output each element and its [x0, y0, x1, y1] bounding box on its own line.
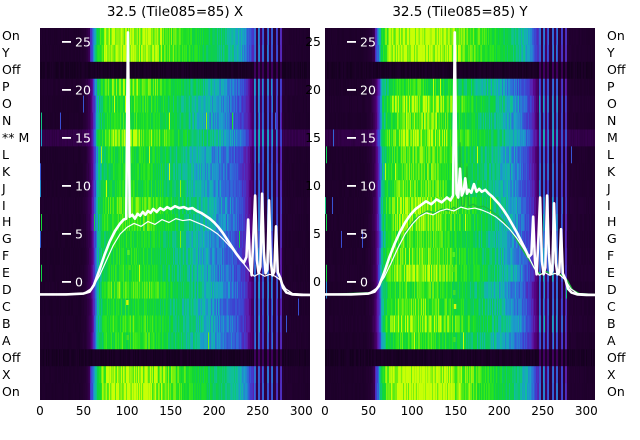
row-label-left: E: [2, 264, 10, 280]
row-label-left: On: [2, 383, 20, 399]
x-tick-label: 200: [202, 404, 226, 418]
row-label-right: X: [607, 366, 616, 382]
row-label-left: D: [2, 281, 12, 297]
x-tick-label: 150: [444, 404, 468, 418]
row-label-right: Off: [607, 349, 626, 365]
row-label-right: I: [607, 197, 611, 213]
row-label-right: Off: [607, 62, 626, 78]
row-label-left: Off: [2, 349, 21, 365]
plot-title-x: 32.5 (Tile085=85) X: [106, 4, 244, 20]
row-label-right: F: [607, 248, 615, 264]
row-label-left: On: [2, 28, 20, 44]
row-label-right: On: [607, 28, 625, 44]
row-label-left: J: [2, 180, 6, 196]
row-label-right: Y: [607, 45, 615, 61]
row-label-left: H: [2, 214, 12, 230]
row-label-left: L: [2, 146, 9, 162]
row-label-left: B: [2, 315, 11, 331]
row-label-left: X: [2, 366, 11, 382]
gap-axis-tick-label: 5: [313, 225, 321, 241]
plot-title-y: 32.5 (Tile085=85) Y: [392, 4, 528, 20]
x-tick-label: 0: [321, 404, 329, 418]
row-label-right: N: [607, 112, 617, 128]
row-label-right: K: [607, 163, 616, 179]
row-label-right: L: [607, 146, 614, 162]
x-tick-label: 200: [487, 404, 511, 418]
heatmap-plot-x: [40, 28, 310, 400]
gap-axis-tick-label: 10: [305, 177, 321, 193]
row-label-left: K: [2, 163, 11, 179]
gap-axis-tick-label: 25: [305, 33, 321, 49]
gap-axis-tick-label: 15: [305, 129, 321, 145]
row-label-right: G: [607, 231, 617, 247]
x-tick-label: 50: [75, 404, 92, 418]
row-label-right: P: [607, 78, 615, 94]
x-tick-label: 100: [400, 404, 424, 418]
row-label-right: E: [607, 264, 615, 280]
row-label-right: C: [607, 298, 616, 314]
row-label-left: Off: [2, 62, 21, 78]
row-label-right: O: [607, 95, 617, 111]
x-tick-label: 0: [36, 404, 44, 418]
row-label-right: A: [607, 332, 616, 348]
heatmap-plot-y: [325, 28, 595, 400]
row-label-left: C: [2, 298, 11, 314]
row-label-left: Y: [2, 45, 10, 61]
row-label-left: I: [2, 197, 6, 213]
x-tick-label: 100: [115, 404, 139, 418]
row-label-right: M: [607, 129, 618, 145]
x-tick-label: 300: [289, 404, 313, 418]
row-label-right: On: [607, 383, 625, 399]
row-label-left: N: [2, 112, 12, 128]
x-tick-label: 300: [574, 404, 598, 418]
x-tick-label: 50: [360, 404, 377, 418]
x-tick-label: 250: [531, 404, 555, 418]
row-label-left: O: [2, 95, 12, 111]
row-label-right: B: [607, 315, 616, 331]
row-label-left: P: [2, 78, 10, 94]
x-tick-label: 150: [159, 404, 183, 418]
row-label-right: H: [607, 214, 617, 230]
row-label-left: A: [2, 332, 11, 348]
gap-axis-tick-label: 20: [305, 81, 321, 97]
row-label-right: J: [607, 180, 611, 196]
x-tick-label: 250: [246, 404, 270, 418]
gap-axis-tick-label: 0: [313, 273, 321, 289]
row-label-left: G: [2, 231, 12, 247]
row-label-right: D: [607, 281, 617, 297]
row-label-left: ** M: [2, 129, 30, 145]
row-label-left: F: [2, 248, 10, 264]
